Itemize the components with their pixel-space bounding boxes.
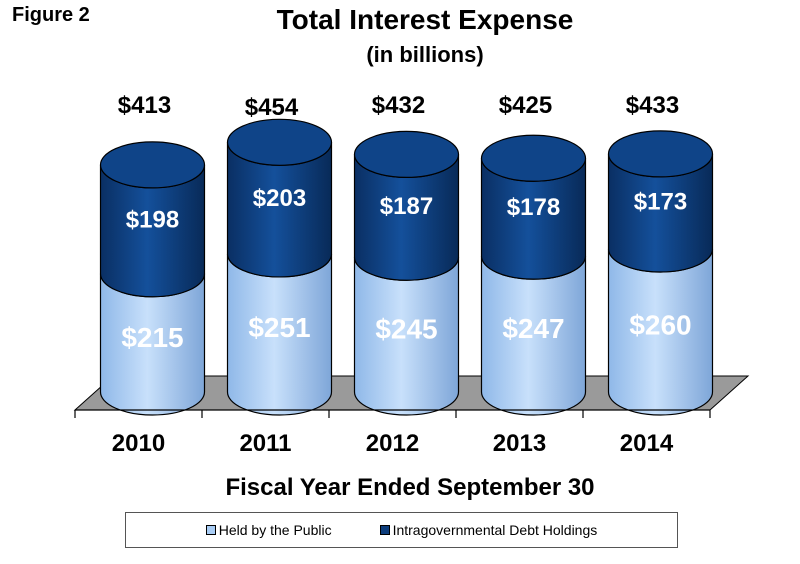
total-label-2011: $454 <box>245 94 299 121</box>
legend: Held by the Public Intragovernmental Deb… <box>125 512 678 548</box>
bar-group-2011 <box>226 118 333 416</box>
bar-top-cap-2012 <box>353 130 460 178</box>
bar-group-2012 <box>353 130 460 416</box>
data-label-public-2013: $247 <box>502 313 564 344</box>
data-label-public-2014: $260 <box>629 310 691 341</box>
data-label-intragov-2014: $173 <box>634 188 687 215</box>
bar-top-cap-2011 <box>226 118 333 166</box>
x-tick-label-2010: 2010 <box>112 430 165 457</box>
data-label-intragov-2012: $187 <box>380 193 433 220</box>
legend-label-intragov: Intragovernmental Debt Holdings <box>392 522 598 538</box>
total-label-2012: $432 <box>372 92 425 119</box>
total-label-2014: $433 <box>626 92 679 119</box>
x-tick-label-2011: 2011 <box>239 430 291 457</box>
legend-item-public: Held by the Public <box>205 522 332 538</box>
chart-subtitle: (in billions) <box>366 42 484 67</box>
legend-swatch-public <box>205 525 216 535</box>
total-label-2010: $413 <box>118 92 171 119</box>
x-tick-label-2013: 2013 <box>493 430 546 457</box>
total-label-2013: $425 <box>499 92 552 119</box>
bar-top-cap-2013 <box>480 134 587 182</box>
bar-group-2013 <box>480 134 587 416</box>
chart-plot: $215 $198 $413 $251 $203 $454 $245 $187 $432 $247… <box>73 92 750 457</box>
legend-item-intragov: Intragovernmental Debt Holdings <box>379 522 598 538</box>
data-label-public-2010: $215 <box>121 322 183 353</box>
data-label-public-2011: $251 <box>248 312 310 343</box>
bar-top-cap-2010 <box>99 141 206 189</box>
figure-label: Figure 2 <box>12 4 90 26</box>
data-label-intragov-2011: $203 <box>253 185 306 212</box>
chart-title: Total Interest Expense <box>276 4 574 35</box>
x-axis-title: Fiscal Year Ended September 30 <box>225 474 595 501</box>
bar-group-2014 <box>607 130 714 416</box>
data-label-intragov-2010: $198 <box>126 206 179 233</box>
data-label-intragov-2013: $178 <box>507 194 560 221</box>
bar-top-cap-2014 <box>607 130 714 178</box>
x-tick-label-2014: 2014 <box>620 430 674 457</box>
data-label-public-2012: $245 <box>375 314 437 345</box>
legend-label-public: Held by the Public <box>218 522 332 538</box>
x-tick-label-2012: 2012 <box>366 430 419 457</box>
legend-swatch-intragov <box>379 525 390 535</box>
bar-group-2010 <box>99 141 206 416</box>
